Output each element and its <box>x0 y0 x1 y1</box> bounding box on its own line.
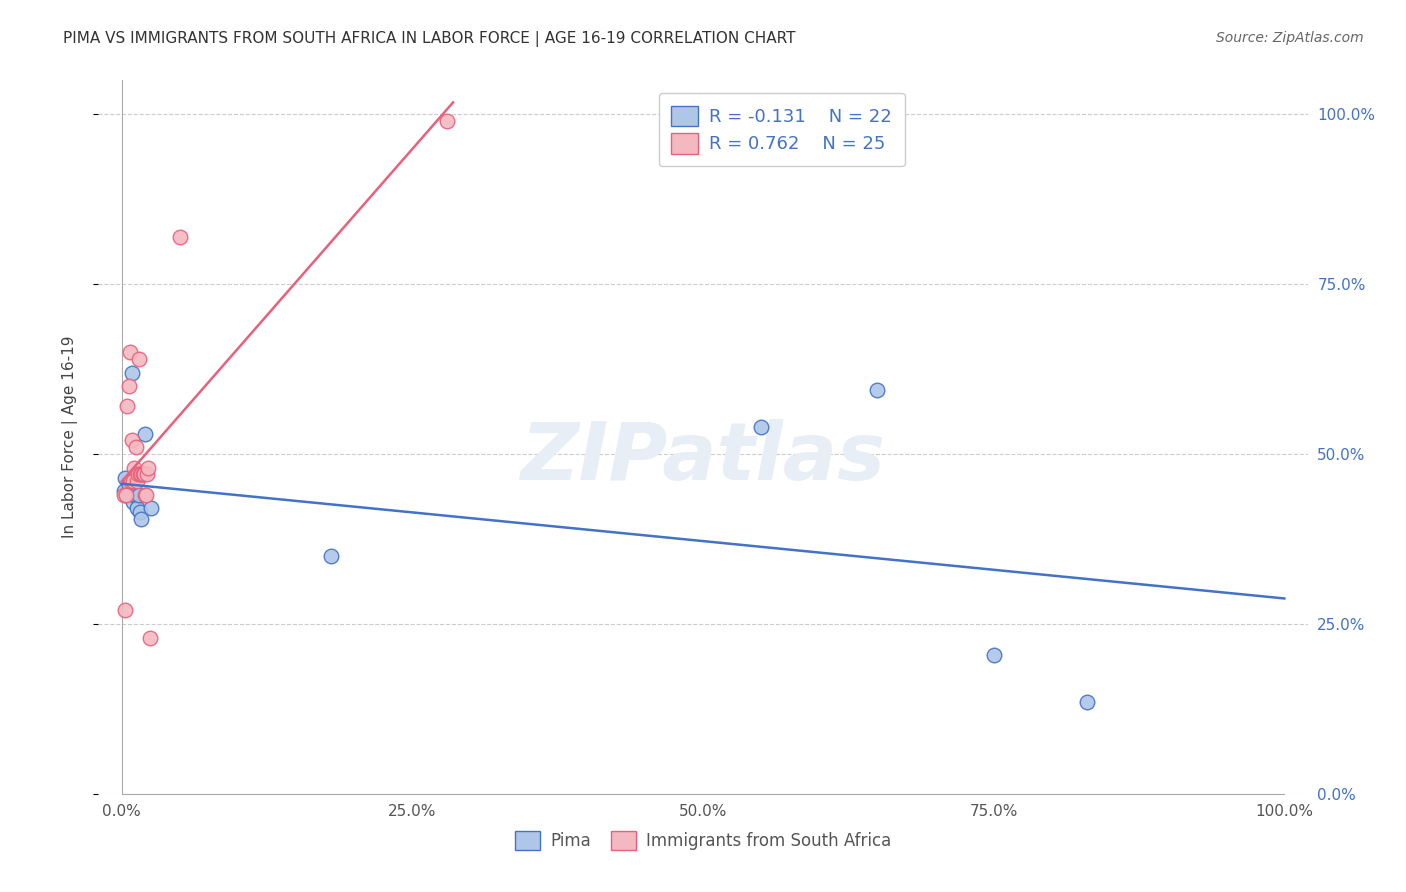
Point <box>118 379 141 393</box>
Point <box>983 648 1005 662</box>
Point <box>169 229 191 244</box>
Text: Source: ZipAtlas.com: Source: ZipAtlas.com <box>1216 31 1364 45</box>
Point <box>125 501 148 516</box>
Point <box>138 631 160 645</box>
Point <box>117 400 139 414</box>
Point <box>866 383 889 397</box>
Point <box>125 475 148 489</box>
Point <box>128 351 150 366</box>
Point <box>134 426 156 441</box>
Legend: R = -0.131    N = 22, R = 0.762    N = 25: R = -0.131 N = 22, R = 0.762 N = 25 <box>658 93 904 166</box>
Point <box>114 471 136 485</box>
Point <box>118 488 141 502</box>
Y-axis label: In Labor Force | Age 16-19: In Labor Force | Age 16-19 <box>62 335 77 539</box>
Point <box>114 603 136 617</box>
Point <box>132 467 155 482</box>
Point <box>131 467 153 482</box>
Point <box>131 467 153 482</box>
Point <box>749 420 772 434</box>
Text: ZIPatlas: ZIPatlas <box>520 419 886 498</box>
Point <box>124 460 146 475</box>
Point <box>122 494 145 508</box>
Point <box>120 488 142 502</box>
Point <box>112 484 135 499</box>
Point <box>129 467 152 482</box>
Point <box>115 488 138 502</box>
Point <box>124 440 146 454</box>
Point <box>120 475 142 489</box>
Point <box>124 488 146 502</box>
Point <box>139 501 162 516</box>
Point <box>117 488 139 502</box>
Point <box>118 477 141 491</box>
Point <box>118 345 141 359</box>
Point <box>136 467 159 482</box>
Point <box>124 488 146 502</box>
Point <box>436 114 458 128</box>
Point <box>129 505 152 519</box>
Point <box>1076 695 1098 709</box>
Point <box>128 488 150 502</box>
Text: PIMA VS IMMIGRANTS FROM SOUTH AFRICA IN LABOR FORCE | AGE 16-19 CORRELATION CHAR: PIMA VS IMMIGRANTS FROM SOUTH AFRICA IN … <box>63 31 796 47</box>
Point <box>135 488 157 502</box>
Point <box>138 460 160 475</box>
Point <box>131 511 153 525</box>
Point <box>121 366 143 380</box>
Point <box>127 467 149 482</box>
Point <box>121 434 143 448</box>
Point <box>319 549 342 563</box>
Point <box>122 475 145 489</box>
Point <box>115 488 138 502</box>
Point <box>134 488 156 502</box>
Point <box>112 488 135 502</box>
